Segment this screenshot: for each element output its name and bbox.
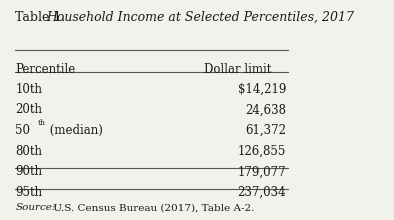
Text: 80th: 80th xyxy=(15,145,43,158)
Text: 50: 50 xyxy=(15,124,30,137)
Text: Household Income at Selected Percentiles, 2017: Household Income at Selected Percentiles… xyxy=(46,11,354,24)
Text: th: th xyxy=(37,119,45,127)
Text: 179,077: 179,077 xyxy=(238,165,286,178)
Text: 237,034: 237,034 xyxy=(238,186,286,199)
Text: 61,372: 61,372 xyxy=(245,124,286,137)
Text: 24,638: 24,638 xyxy=(245,103,286,116)
Text: Source:: Source: xyxy=(15,204,56,212)
Text: 90th: 90th xyxy=(15,165,43,178)
Text: Percentile: Percentile xyxy=(15,63,76,76)
Text: U.S. Census Bureau (2017), Table A-2.: U.S. Census Bureau (2017), Table A-2. xyxy=(50,204,254,212)
Text: 10th: 10th xyxy=(15,83,43,96)
Text: 20th: 20th xyxy=(15,103,43,116)
Text: $14,219: $14,219 xyxy=(238,83,286,96)
Text: (median): (median) xyxy=(46,124,103,137)
Text: Dollar limit: Dollar limit xyxy=(204,63,271,76)
Text: Table 1.: Table 1. xyxy=(15,11,70,24)
Text: 126,855: 126,855 xyxy=(238,145,286,158)
Text: 95th: 95th xyxy=(15,186,43,199)
